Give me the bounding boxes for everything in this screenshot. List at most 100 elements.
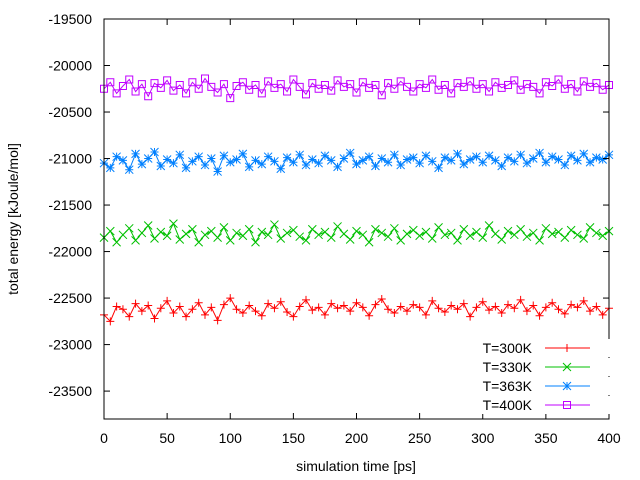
- data-point: [264, 299, 273, 308]
- data-point: [169, 86, 178, 95]
- series-t-300k: [100, 294, 613, 326]
- data-point: [257, 311, 266, 320]
- data-point: [453, 305, 462, 314]
- data-point: [257, 89, 266, 98]
- data-point: [206, 154, 216, 163]
- data-point: [333, 222, 342, 231]
- x-tick-label: 0: [100, 430, 108, 446]
- data-point: [150, 79, 159, 88]
- data-point: [169, 158, 178, 168]
- data-point: [270, 156, 279, 166]
- y-tick-label: -19500: [48, 11, 92, 27]
- data-point: [529, 301, 538, 310]
- data-point: [320, 310, 329, 319]
- data-point: [554, 227, 563, 237]
- data-point: [365, 311, 374, 320]
- data-point: [326, 233, 336, 242]
- series-t-400k: [100, 74, 613, 103]
- x-tick-label: 300: [471, 430, 495, 446]
- data-point: [276, 297, 285, 306]
- data-point: [283, 87, 292, 96]
- data-point: [112, 89, 121, 98]
- y-tick-label: -21000: [48, 151, 92, 167]
- data-point: [484, 221, 494, 230]
- data-point: [478, 297, 487, 306]
- data-point: [497, 308, 506, 317]
- data-point: [402, 229, 412, 239]
- data-point: [408, 153, 418, 162]
- data-point: [453, 236, 462, 245]
- data-point: [371, 161, 380, 171]
- data-point: [541, 78, 550, 87]
- data-point: [421, 83, 430, 92]
- data-point: [143, 221, 153, 230]
- data-point: [598, 310, 607, 319]
- data-point: [434, 304, 443, 313]
- data-point: [566, 151, 576, 161]
- data-point: [188, 224, 197, 234]
- y-tick-label: -23000: [48, 337, 92, 353]
- legend-marker: [563, 344, 571, 352]
- data-point: [295, 232, 305, 242]
- data-point: [415, 158, 424, 168]
- data-point: [263, 152, 273, 162]
- x-tick-label: 150: [282, 430, 306, 446]
- data-point: [541, 303, 550, 312]
- data-point: [592, 153, 601, 162]
- data-point: [427, 156, 437, 166]
- data-point: [232, 305, 241, 314]
- data-point: [402, 155, 412, 164]
- data-point: [560, 84, 569, 93]
- data-point: [352, 159, 361, 169]
- data-point: [478, 157, 488, 167]
- data-point: [371, 81, 380, 90]
- data-point: [503, 153, 513, 162]
- data-point: [244, 162, 254, 172]
- data-point: [377, 228, 387, 238]
- data-point: [567, 300, 576, 309]
- data-point: [301, 236, 311, 245]
- data-point: [522, 158, 532, 168]
- data-point: [339, 301, 348, 310]
- data-point: [434, 223, 443, 232]
- data-point: [257, 227, 267, 237]
- x-tick-label: 200: [345, 430, 369, 446]
- data-point: [440, 153, 450, 162]
- data-point: [579, 234, 589, 243]
- data-point: [320, 227, 330, 237]
- data-point: [270, 83, 279, 92]
- data-point: [573, 156, 582, 165]
- data-point: [201, 74, 209, 83]
- legend-entry: T=330K: [470, 358, 610, 376]
- data-point: [232, 155, 241, 164]
- data-point: [182, 312, 191, 321]
- data-point: [459, 159, 469, 169]
- data-point: [200, 230, 210, 240]
- data-point: [510, 76, 519, 85]
- legend-bg: [470, 339, 610, 357]
- y-tick-label: -23500: [48, 383, 92, 399]
- data-point: [308, 306, 317, 315]
- data-point: [440, 308, 449, 317]
- data-point: [238, 308, 247, 317]
- data-point: [226, 94, 235, 103]
- data-point: [384, 79, 393, 88]
- data-point: [579, 296, 588, 305]
- legend-marker: [562, 381, 572, 391]
- data-point: [365, 83, 374, 92]
- data-point: [472, 227, 481, 237]
- data-point: [390, 223, 399, 233]
- data-point: [327, 299, 336, 308]
- data-point: [554, 155, 563, 164]
- data-point: [585, 157, 595, 167]
- data-point: [238, 149, 248, 159]
- data-point: [528, 154, 538, 163]
- data-point: [270, 220, 279, 229]
- data-point: [548, 298, 557, 307]
- data-point: [124, 165, 134, 175]
- data-point: [289, 312, 298, 321]
- data-point: [535, 89, 544, 98]
- legend-label: T=300K: [483, 340, 533, 356]
- data-point: [156, 161, 166, 171]
- data-point: [440, 230, 450, 240]
